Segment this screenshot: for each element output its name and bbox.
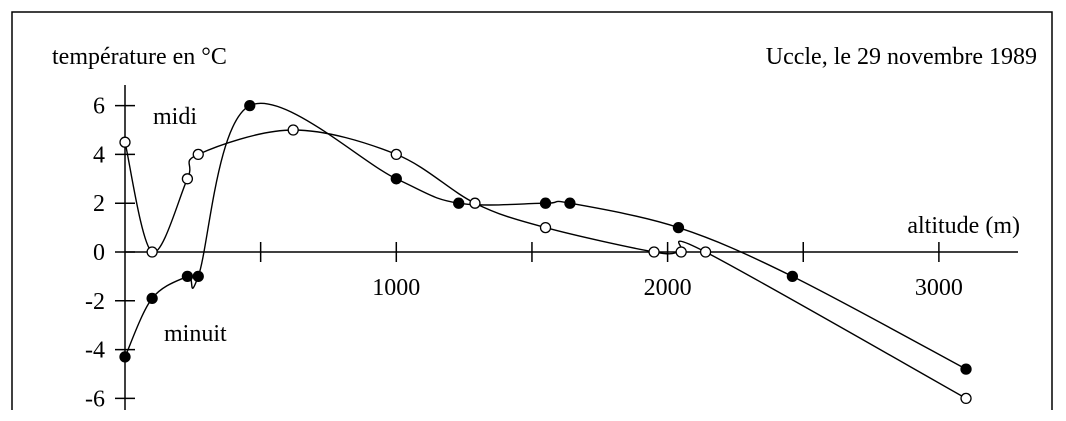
axes: 6 4 2 0 -2 -4 -6 1000 2000 3000 bbox=[85, 85, 1018, 412]
series-label-midi: midi bbox=[153, 104, 197, 130]
data-point-midi bbox=[390, 173, 402, 185]
data-point-midi bbox=[146, 292, 158, 305]
data-point-minuit bbox=[146, 246, 158, 258]
data-point-midi bbox=[192, 270, 204, 283]
data-point-minuit bbox=[648, 246, 660, 258]
data-point-midi bbox=[960, 363, 972, 375]
y-tick-label: -4 bbox=[85, 338, 105, 364]
y-tick-label: 0 bbox=[93, 240, 105, 266]
y-tick-label: 4 bbox=[93, 142, 105, 168]
data-point-midi bbox=[244, 99, 256, 112]
data-point-minuit bbox=[469, 197, 481, 209]
series-markers bbox=[119, 99, 972, 405]
data-point-minuit bbox=[181, 173, 194, 185]
series-curves bbox=[124, 102, 967, 400]
series-line-midi bbox=[124, 102, 967, 370]
x-tick-label: 1000 bbox=[372, 275, 420, 301]
y-tick-label: -2 bbox=[85, 289, 105, 315]
y-tick-label: 6 bbox=[93, 94, 105, 120]
y-axis-title: température en °C bbox=[52, 44, 227, 70]
y-tick-label: 2 bbox=[93, 191, 105, 217]
data-point-midi bbox=[564, 197, 576, 209]
data-point-minuit bbox=[675, 246, 687, 258]
data-point-minuit bbox=[192, 148, 204, 161]
x-tick-label: 2000 bbox=[644, 275, 692, 301]
data-point-minuit bbox=[390, 148, 402, 161]
chart-annotation-location-date: Uccle, le 29 novembre 1989 bbox=[766, 44, 1037, 70]
data-point-midi bbox=[119, 351, 131, 363]
data-point-minuit bbox=[960, 392, 972, 405]
y-tick-label: -6 bbox=[85, 386, 105, 412]
data-point-minuit bbox=[539, 221, 552, 234]
series-label-minuit: minuit bbox=[164, 321, 227, 347]
x-axis-title: altitude (m) bbox=[907, 213, 1020, 239]
series-line-minuit bbox=[124, 129, 967, 400]
data-point-midi bbox=[453, 197, 465, 209]
data-point-minuit bbox=[699, 246, 712, 258]
data-point-midi bbox=[539, 197, 552, 209]
chart-border bbox=[11, 11, 1053, 410]
data-point-midi bbox=[181, 270, 194, 283]
data-point-midi bbox=[672, 221, 685, 234]
x-tick-label: 3000 bbox=[915, 275, 963, 301]
data-point-minuit bbox=[287, 124, 299, 136]
data-point-midi bbox=[786, 270, 799, 283]
data-point-minuit bbox=[119, 136, 131, 148]
